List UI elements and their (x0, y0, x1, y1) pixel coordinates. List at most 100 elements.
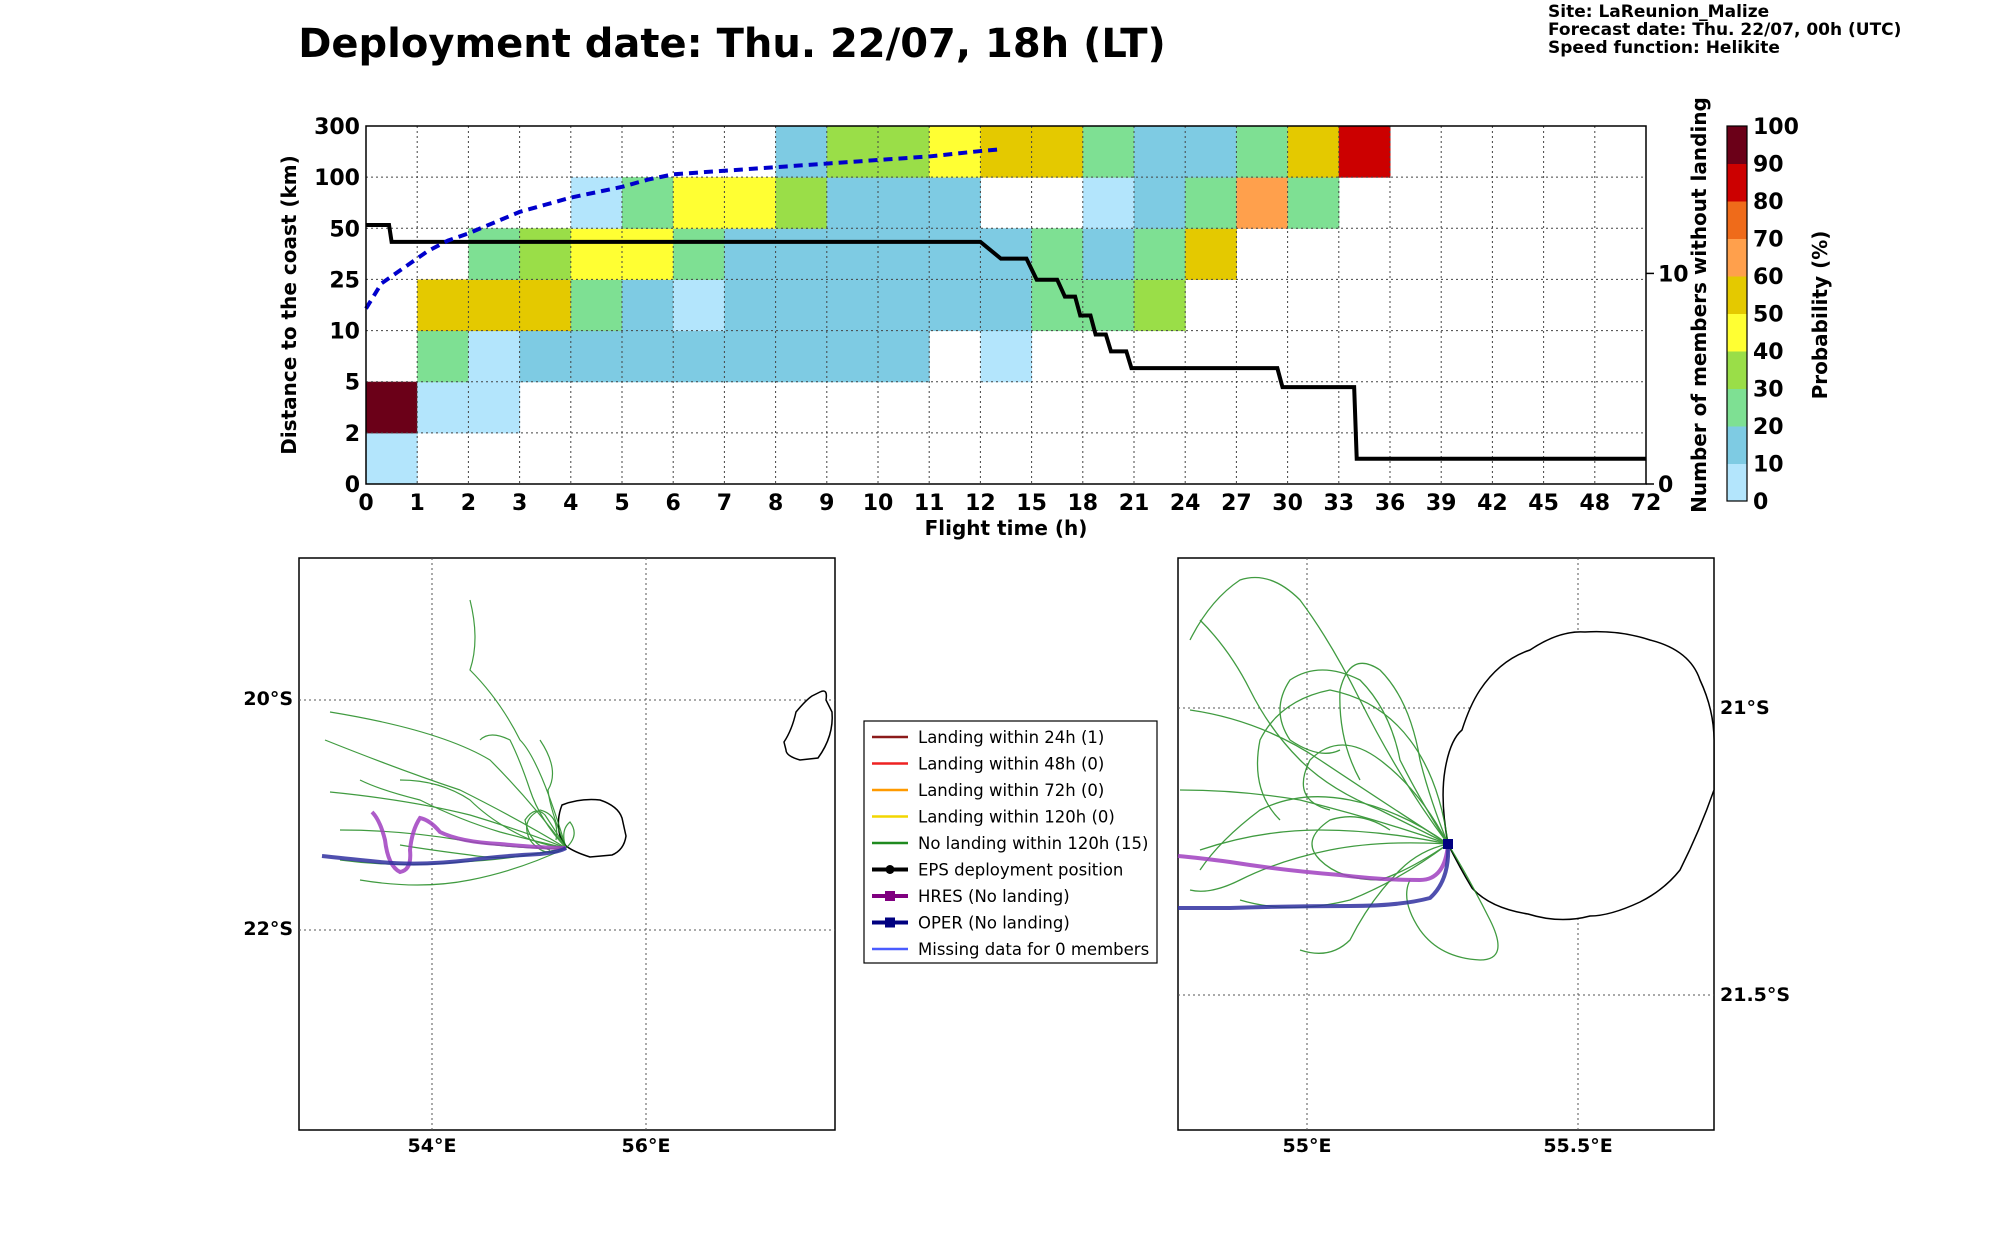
right-map-oper-track (1178, 843, 1451, 911)
right-map-lat-label-2: 21.5°S (1720, 984, 1790, 1006)
heatmap-cell-48 (724, 177, 777, 229)
y2-axis-label: Number of members without landing (1687, 97, 1711, 513)
colorbar-bin (1727, 463, 1747, 502)
colorbar-bin (1727, 201, 1747, 239)
heatmap-cell-47 (673, 177, 725, 229)
y2-tick-label: 0 (1658, 473, 1673, 498)
x-tick-label: 21 (1119, 491, 1150, 516)
heatmap-cell-61 (929, 126, 981, 178)
figure-title: Deployment date: Thu. 22/07, 18h (LT) (298, 21, 1166, 67)
heatmap-cell-56 (1236, 177, 1289, 229)
heatmap-cell-69 (1338, 126, 1391, 178)
heatmap-cell-20 (673, 279, 725, 332)
mauritius-coastline (783, 690, 833, 761)
legend-marker (885, 891, 895, 901)
heatmap-cell-25 (929, 279, 981, 332)
legend-label: No landing within 120h (15) (918, 834, 1148, 853)
heatmap-cell-37 (826, 228, 879, 280)
heatmap-cell-40 (980, 228, 1033, 280)
heatmap-cell-62 (980, 126, 1033, 178)
colorbar-bin (1727, 313, 1747, 352)
colorbar-frame (1726, 125, 1748, 502)
left-map-lon-label-2: 56°E (622, 1135, 671, 1157)
x-tick-label: 27 (1221, 491, 1252, 516)
colorbar-bin (1727, 238, 1747, 277)
heatmap-cell-17 (519, 279, 572, 332)
heatmap-cell-15 (417, 279, 469, 332)
heatmap-cell-0 (366, 432, 418, 485)
heatmap-cell-27 (1031, 279, 1084, 332)
legend: Landing within 24h (1) Landing within 48h… (863, 720, 1158, 964)
colorbar-bin (1727, 388, 1747, 427)
heatmap-cell-8 (622, 330, 674, 383)
x-tick-label: 10 (863, 491, 894, 516)
x-tick-label: 9 (819, 491, 834, 516)
colorbar-tick-label: 90 (1753, 153, 1784, 178)
legend-label: EPS deployment position (918, 861, 1123, 880)
colorbar-tick-label: 100 (1753, 115, 1799, 140)
left-map-hres-track (370, 810, 567, 875)
heatmap-cell-55 (1185, 177, 1237, 229)
heatmap-lines (364, 147, 1646, 461)
heatmap-cell-36 (775, 228, 828, 280)
legend-label: Landing within 24h (1) (918, 728, 1104, 747)
heatmap-cell-63 (1031, 126, 1084, 178)
heatmap-cell-35 (724, 228, 777, 280)
heatmap-cell-4 (417, 330, 469, 383)
left-map-graticule (299, 558, 835, 1130)
heatmap-cell-44 (1185, 228, 1237, 280)
heatmap-cell-26 (980, 279, 1033, 332)
heatmap-cell-19 (622, 279, 674, 332)
x-tick-label: 4 (563, 491, 578, 516)
reunion-coastline-large (1442, 630, 1715, 921)
colorbar: 0 10 20 30 40 50 60 70 80 90 100 (1726, 115, 1799, 515)
x-tick-label: 48 (1579, 491, 1610, 516)
heatmap-cell-30 (468, 228, 521, 280)
heatmap-ticks: 0 1 2 3 4 5 6 7 8 9 10 11 12 15 18 21 24 27 30 33 36 39 42 45 48… (314, 115, 1689, 516)
colorbar-bin (1727, 426, 1747, 464)
heatmap-cell-53 (1082, 177, 1135, 229)
heatmap-cell-10 (724, 330, 777, 383)
heatmap-cell-1 (366, 381, 418, 434)
heatmap-cell-57 (1287, 177, 1340, 229)
heatmap-cell-45 (570, 177, 623, 229)
y-tick-label: 0 (345, 473, 360, 498)
x-tick-label: 7 (717, 491, 732, 516)
heatmap-cell-41 (1031, 228, 1084, 280)
y-tick-label: 10 (329, 320, 360, 345)
heatmap-cell-32 (570, 228, 623, 280)
x-tick-label: 3 (512, 491, 527, 516)
heatmap-cell-12 (826, 330, 879, 383)
y2-tick-label: 10 (1658, 262, 1689, 287)
heatmap-cell-31 (519, 228, 572, 280)
heatmap-cell-21 (724, 279, 777, 332)
heatmap-cell-64 (1082, 126, 1135, 178)
x-tick-label: 0 (358, 491, 373, 516)
colorbar-tick-label: 10 (1753, 453, 1784, 478)
legend-items: Landing within 24h (1) Landing within 48h… (872, 728, 1149, 959)
x-tick-label: 45 (1528, 491, 1559, 516)
heatmap-cell-68 (1287, 126, 1340, 178)
y-tick-label: 2 (345, 422, 360, 447)
left-map-lat-label-1: 20°S (243, 688, 293, 710)
colorbar-tick-label: 30 (1753, 378, 1784, 403)
heatmap-gridlines (366, 126, 1646, 484)
right-map-oper-marker (1443, 839, 1453, 849)
heatmap-cell-33 (622, 228, 674, 280)
x-axis-label: Flight time (h) (925, 516, 1088, 540)
x-tick-label: 33 (1323, 491, 1354, 516)
site-info: Site: LaReunion_Malize (1548, 2, 1769, 22)
heatmap-cell-24 (878, 279, 930, 332)
members-without-landing-line (366, 222, 1646, 461)
left-map-lat-label-2: 22°S (243, 918, 293, 940)
colorbar-tick-label: 60 (1753, 265, 1784, 290)
x-tick-label: 36 (1375, 491, 1406, 516)
colorbar-bin (1727, 351, 1747, 389)
colorbar-bin (1727, 126, 1747, 164)
legend-label: Landing within 72h (0) (918, 781, 1104, 800)
colorbar-bin (1727, 276, 1747, 314)
right-map-lon-label-2: 55.5°E (1543, 1135, 1612, 1157)
right-map-lon-label-1: 55°E (1283, 1135, 1332, 1157)
heatmap-cell-38 (878, 228, 930, 280)
